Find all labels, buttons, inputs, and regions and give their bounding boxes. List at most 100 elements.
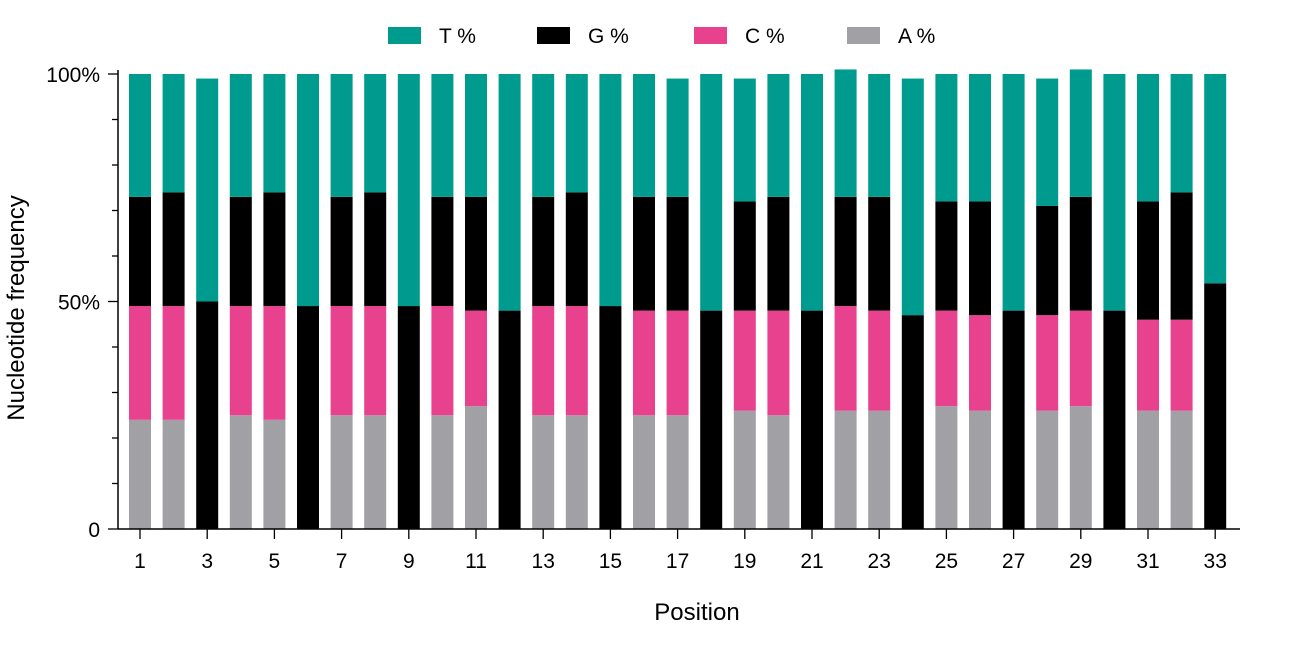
bar-5-t [263, 74, 286, 193]
bar-25-t [935, 74, 958, 202]
bar-14-a [565, 415, 588, 529]
bar-11-c [465, 310, 487, 407]
bar-10-t [431, 74, 454, 197]
bar-16-a [633, 415, 655, 529]
bar-32-a [1170, 410, 1193, 529]
axes [117, 70, 1240, 530]
bar-3-t [196, 78, 219, 302]
x-axis-label: Position [654, 599, 739, 626]
bar-17-t [666, 78, 689, 197]
bar-29-t [1069, 69, 1092, 197]
bar-20-c [767, 310, 790, 416]
bar-33-g [1204, 283, 1227, 529]
bar-28-g [1036, 205, 1059, 316]
x-tick-label: 11 [465, 550, 487, 573]
bar-5-g [263, 192, 286, 307]
x-tick-label: 17 [666, 550, 689, 573]
x-tick-label: 31 [1136, 550, 1159, 573]
bar-21-t [801, 74, 823, 311]
bar-20-t [767, 74, 790, 197]
bar-33-t [1204, 74, 1227, 284]
bar-29-g [1069, 196, 1092, 311]
bar-30-g [1103, 310, 1126, 529]
bar-8-a [364, 415, 387, 529]
bar-19-c [733, 310, 756, 411]
y-tick-label: 100% [46, 64, 100, 87]
legend-label: C % [745, 25, 785, 48]
bar-2-c [162, 306, 185, 420]
bar-26-a [969, 410, 991, 529]
bar-25-a [935, 406, 958, 529]
bar-31-t [1137, 74, 1159, 202]
bar-12-t [498, 74, 521, 311]
bar-20-a [767, 415, 790, 529]
bar-10-g [431, 196, 454, 307]
bar-1-c [129, 306, 151, 420]
bar-11-t [465, 74, 487, 197]
x-tick-label: 19 [733, 550, 756, 573]
bar-28-t [1036, 78, 1059, 206]
bar-10-c [431, 306, 454, 416]
bar-28-c [1036, 315, 1059, 411]
bar-8-g [364, 192, 387, 307]
x-tick-label: 1 [134, 550, 146, 573]
bar-25-c [935, 310, 958, 407]
bar-31-a [1137, 410, 1159, 529]
bar-16-g [633, 196, 655, 311]
bar-19-g [733, 201, 756, 311]
bar-18-t [700, 74, 723, 311]
bar-5-a [263, 419, 286, 529]
bar-6-t [297, 74, 319, 307]
bar-1-g [129, 196, 151, 307]
bar-27-t [1002, 74, 1025, 311]
x-ticks: 1 3 5 7 9 11 13 15 17 19 21 23 25 27 29 31 33 [134, 529, 1227, 573]
bar-32-g [1170, 192, 1193, 320]
bar-22-t [834, 69, 857, 197]
bar-31-g [1137, 201, 1159, 320]
bar-4-g [229, 196, 252, 307]
bar-32-c [1170, 319, 1193, 411]
bar-30-t [1103, 74, 1126, 311]
legend-swatch [537, 27, 570, 44]
x-tick-label: 15 [599, 550, 622, 573]
bar-13-a [532, 415, 555, 529]
bar-7-g [330, 196, 353, 307]
bar-12-g [498, 310, 521, 529]
x-tick-label: 3 [201, 550, 213, 573]
bar-23-a [868, 410, 891, 529]
bar-10-a [431, 415, 454, 529]
bar-7-a [330, 415, 353, 529]
y-ticks: 0 50% 100% [46, 64, 118, 542]
bar-31-c [1137, 319, 1159, 411]
bar-14-g [565, 192, 588, 307]
bar-14-t [565, 74, 588, 193]
bar-21-g [801, 310, 823, 529]
legend: T % G % C % A % [388, 25, 935, 48]
bar-14-c [565, 306, 588, 416]
bar-13-c [532, 306, 555, 416]
bar-26-t [969, 74, 991, 202]
legend-label: A % [898, 25, 935, 48]
bar-23-c [868, 310, 891, 411]
x-tick-label: 21 [800, 550, 823, 573]
bars [129, 69, 1227, 529]
bar-13-g [532, 196, 555, 307]
bar-15-t [599, 74, 622, 307]
x-tick-label: 13 [532, 550, 555, 573]
legend-label: T % [439, 25, 476, 48]
bar-7-t [330, 74, 353, 197]
bar-28-a [1036, 410, 1059, 529]
bar-17-g [666, 196, 689, 311]
bar-1-a [129, 419, 151, 529]
bar-20-g [767, 196, 790, 311]
bar-11-a [465, 406, 487, 529]
bar-8-c [364, 306, 387, 416]
bar-22-g [834, 196, 857, 307]
bar-8-t [364, 74, 387, 193]
bar-2-t [162, 74, 185, 193]
bar-23-t [868, 74, 891, 197]
y-tick-label: 0 [88, 519, 100, 542]
legend-swatch [847, 27, 880, 44]
bar-1-t [129, 74, 151, 197]
